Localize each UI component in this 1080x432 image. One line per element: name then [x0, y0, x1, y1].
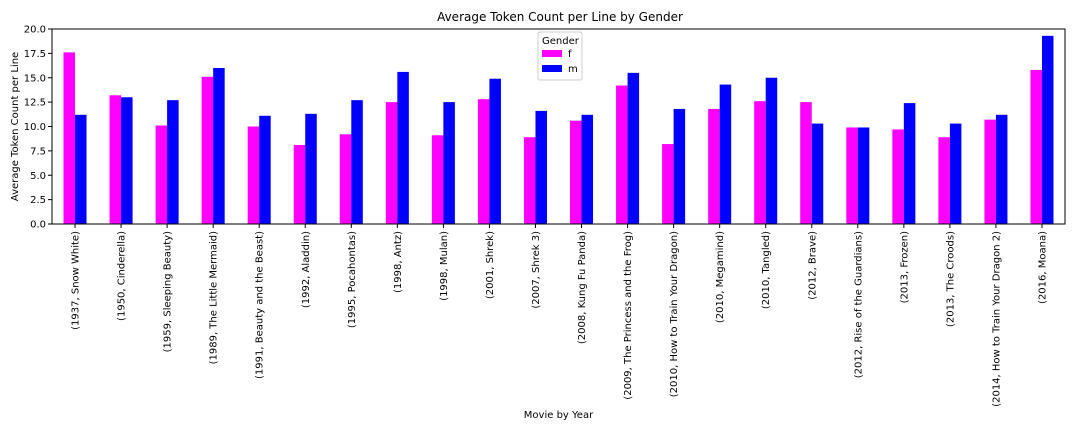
bar-m-19: [949, 123, 962, 224]
x-tick-label: (2010, Tangled): [761, 231, 772, 309]
bar-m-5: [305, 113, 317, 224]
x-tick-label: (2016, Moana): [1037, 231, 1048, 304]
bar-m-4: [259, 115, 271, 224]
bar-m-6: [351, 100, 363, 224]
bar-m-21: [1041, 35, 1054, 225]
x-tick-label: (2014, How to Train Your Dragon 2): [991, 231, 1002, 407]
bar-f-5: [293, 145, 306, 224]
bar-f-11: [570, 120, 582, 224]
bars: [63, 35, 1054, 225]
bar-f-19: [938, 137, 950, 224]
bar-f-7: [385, 102, 398, 224]
x-tick-label: (1995, Pocahontas): [347, 231, 358, 328]
x-tick-label: (1959, Sleeping Beauty): [163, 231, 174, 352]
y-tick-label: 7.5: [30, 146, 46, 157]
x-tick-label: (1998, Antz): [393, 231, 404, 293]
y-tick-label: 10.0: [24, 122, 46, 133]
x-tick-label: (2012, Brave): [807, 231, 818, 300]
bar-m-0: [75, 114, 87, 224]
bar-m-13: [673, 108, 686, 224]
bar-m-2: [167, 100, 179, 224]
bar-m-11: [581, 114, 594, 224]
x-axis-title: Movie by Year: [524, 410, 594, 421]
bar-m-9: [489, 78, 501, 224]
bar-m-12: [627, 72, 640, 224]
y-tick-label: 12.5: [24, 98, 46, 109]
legend-label-f: f: [568, 49, 572, 60]
x-tick-label: (2012, Rise of the Guardians): [853, 231, 864, 378]
bar-f-8: [431, 135, 444, 224]
bar-f-17: [846, 127, 858, 224]
x-tick-label: (1992, Aladdin): [301, 231, 312, 308]
legend-items: fm: [542, 49, 578, 75]
y-axis-title: Average Token Count per Line: [10, 52, 21, 201]
bar-f-14: [708, 108, 720, 224]
legend-swatch-m: [542, 65, 562, 72]
x-tick-label: (1998, Mulan): [439, 231, 450, 301]
bar-m-18: [903, 103, 916, 224]
bar-f-3: [201, 76, 214, 225]
x-tick-label: (2010, How to Train Your Dragon): [669, 231, 680, 397]
x-tick-label: (1937, Snow White): [71, 231, 82, 330]
bar-f-12: [616, 85, 628, 224]
x-tick-label: (1991, Beauty and the Beast): [255, 231, 266, 379]
bar-m-3: [213, 68, 225, 224]
x-tick-label: (2013, The Croods): [945, 231, 956, 327]
y-tick-label: 5.0: [30, 171, 46, 182]
bar-m-14: [719, 84, 732, 224]
bar-f-10: [523, 137, 536, 224]
x-axis-ticks: (1937, Snow White) (1950, Cinderella) (195…: [71, 224, 1048, 407]
legend-title: Gender: [542, 36, 580, 47]
legend: Gender fm: [537, 31, 583, 81]
bar-m-1: [121, 97, 133, 224]
legend-swatch-f: [542, 50, 562, 57]
bar-f-6: [339, 134, 352, 224]
bar-f-0: [63, 52, 76, 225]
plot-area-frame: [51, 28, 1066, 225]
bar-f-18: [892, 129, 904, 224]
x-tick-label: (2009, The Princess and the Frog): [623, 231, 634, 400]
bar-m-15: [765, 77, 778, 224]
bar-f-9: [477, 99, 490, 224]
x-tick-label: (2013, Frozen): [899, 231, 910, 303]
y-tick-label: 2.5: [30, 195, 46, 206]
bar-f-21: [1030, 69, 1042, 224]
y-tick-label: 20.0: [24, 25, 46, 36]
y-tick-label: 0.0: [30, 220, 46, 231]
legend-label-m: m: [568, 64, 578, 75]
bar-f-15: [754, 101, 766, 224]
y-tick-label: 15.0: [24, 73, 46, 84]
bar-m-16: [811, 123, 824, 224]
x-tick-label: (2010, Megamind): [715, 231, 726, 323]
y-tick-label: 17.5: [24, 49, 46, 60]
bar-f-13: [662, 144, 674, 224]
chart-title: Average Token Count per Line by Gender: [437, 10, 683, 24]
bar-f-4: [247, 126, 260, 224]
x-tick-label: (1950, Cinderella): [117, 231, 128, 321]
y-axis-ticks: 0.0 2.5 5.0 7.5 10.0 12.5 15.0 17.5 20.0: [24, 25, 52, 231]
bar-f-1: [109, 95, 122, 224]
bar-m-20: [995, 114, 1008, 224]
x-tick-label: (2008, Kung Fu Panda): [577, 231, 588, 344]
x-tick-label: (2001, Shrek): [485, 231, 496, 299]
bar-m-17: [857, 127, 870, 224]
x-tick-label: (1989, The Little Mermaid): [209, 231, 220, 364]
bar-f-2: [155, 125, 168, 224]
bar-f-20: [984, 119, 996, 224]
bar-m-7: [397, 71, 409, 225]
bar-f-16: [800, 102, 812, 224]
bar-m-10: [535, 110, 547, 224]
bar-m-8: [443, 102, 455, 224]
x-tick-label: (2007, Shrek 3): [531, 231, 542, 309]
